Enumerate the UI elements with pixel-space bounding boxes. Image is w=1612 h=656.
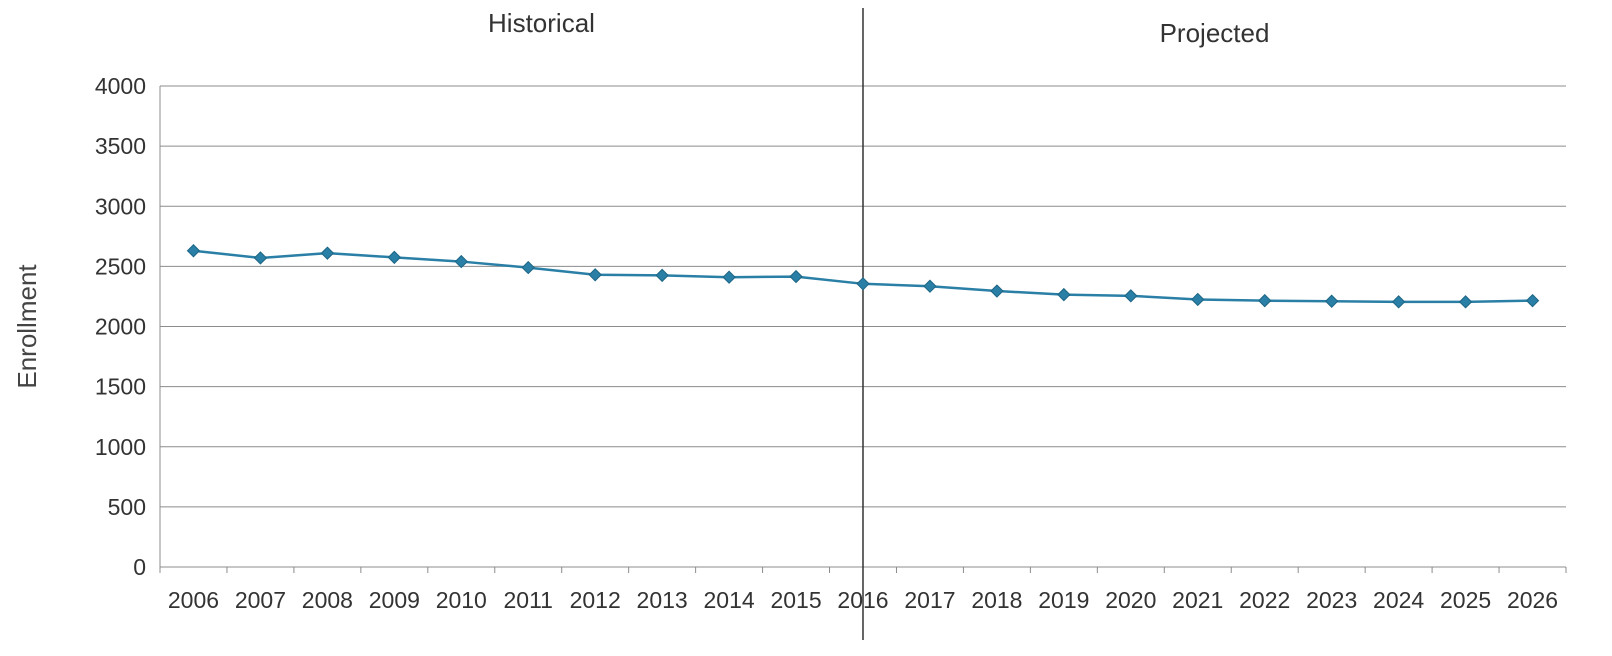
x-tick-label: 2020 <box>1105 587 1156 613</box>
data-point-marker <box>1324 294 1339 308</box>
data-point-marker <box>521 260 535 275</box>
x-tick-label: 2024 <box>1373 587 1424 613</box>
data-point-marker <box>186 244 201 258</box>
x-tick-label: 2008 <box>302 587 353 613</box>
data-point-marker <box>1391 295 1406 309</box>
x-tick-label: 2010 <box>436 587 487 613</box>
x-tick-label: 2009 <box>369 587 420 613</box>
data-point-marker <box>655 268 669 283</box>
y-tick-label: 3000 <box>95 193 146 219</box>
x-tick-label: 2019 <box>1038 587 1089 613</box>
enrollment-series <box>186 244 1540 309</box>
data-point-marker <box>923 279 937 293</box>
data-point-marker <box>454 254 468 269</box>
y-tick-label: 0 <box>133 554 146 580</box>
x-tick-label: 2022 <box>1239 587 1290 613</box>
x-tick-label: 2013 <box>637 587 688 613</box>
x-tick-label: 2012 <box>570 587 621 613</box>
projected-label: Projected <box>1160 18 1270 48</box>
data-point-marker <box>1124 289 1138 303</box>
data-point-marker <box>1458 295 1473 309</box>
x-tick-label: 2015 <box>770 587 821 613</box>
y-axis-title: Enrollment <box>12 264 42 389</box>
data-point-marker <box>789 269 803 284</box>
data-point-marker <box>1191 292 1205 307</box>
data-point-marker <box>1057 287 1071 302</box>
y-tick-label: 4000 <box>95 73 146 99</box>
x-tick-label: 2021 <box>1172 587 1223 613</box>
data-point-marker <box>856 277 870 291</box>
data-point-marker <box>253 251 268 265</box>
y-tick-label: 2000 <box>95 314 146 340</box>
data-point-marker <box>387 250 402 265</box>
data-point-marker <box>1258 293 1272 308</box>
data-point-marker <box>722 270 736 284</box>
y-axis-ticks: 0 500 1000 1500 2000 2500 3000 3500 4000 <box>95 73 146 580</box>
data-point-marker <box>1525 293 1540 308</box>
x-tick-label: 2026 <box>1507 587 1558 613</box>
y-tick-label: 500 <box>108 494 146 520</box>
x-tick-label: 2023 <box>1306 587 1357 613</box>
y-tick-label: 1500 <box>95 374 146 400</box>
x-tick-label: 2018 <box>971 587 1022 613</box>
x-tick-label: 2017 <box>904 587 955 613</box>
y-tick-label: 1000 <box>95 434 146 460</box>
x-tick-label: 2006 <box>168 587 219 613</box>
x-tick-label: 2011 <box>504 587 553 613</box>
data-point-marker <box>990 284 1004 298</box>
x-tick-label: 2014 <box>704 587 755 613</box>
x-tick-label: 2025 <box>1440 587 1491 613</box>
y-tick-label: 3500 <box>95 133 146 159</box>
x-axis-ticks: 2006 2007 2008 2009 2010 2011 2012 2013 2014 2015… <box>159 567 1567 613</box>
data-point-marker <box>588 268 602 282</box>
data-point-marker <box>320 246 335 260</box>
x-tick-label: 2007 <box>235 587 286 613</box>
historical-label: Historical <box>488 8 595 38</box>
y-tick-label: 2500 <box>95 253 146 279</box>
